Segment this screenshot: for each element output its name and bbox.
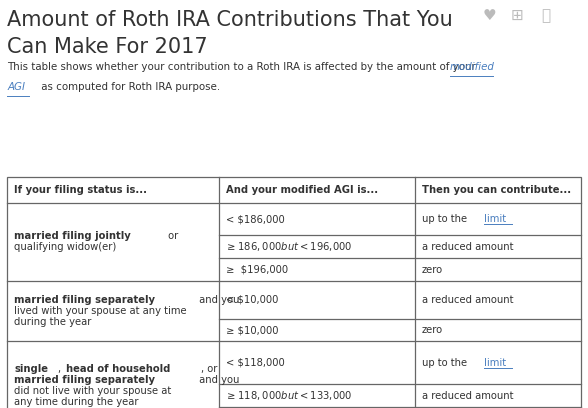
Text: a reduced amount: a reduced amount — [422, 391, 513, 401]
Text: as computed for Roth IRA purpose.: as computed for Roth IRA purpose. — [38, 82, 220, 93]
Text: up to the: up to the — [422, 214, 470, 224]
Text: modified: modified — [450, 62, 495, 72]
Text: < $186,000: < $186,000 — [226, 214, 285, 224]
Text: < $10,000: < $10,000 — [226, 295, 279, 305]
Text: AGI: AGI — [7, 82, 25, 93]
Text: lived with your spouse at any time: lived with your spouse at any time — [14, 306, 187, 316]
Text: did not live with your spouse at: did not live with your spouse at — [14, 386, 171, 396]
Text: This table shows whether your contribution to a Roth IRA is affected by the amou: This table shows whether your contributi… — [7, 62, 479, 72]
Text: ≥ $118,000 but < $133,000: ≥ $118,000 but < $133,000 — [226, 389, 353, 402]
Text: married filing jointly: married filing jointly — [14, 231, 131, 241]
Text: ,: , — [58, 364, 64, 374]
Text: , or: , or — [201, 364, 217, 374]
Text: and you: and you — [196, 295, 239, 305]
Text: limit: limit — [484, 358, 506, 368]
Text: head of household: head of household — [66, 364, 171, 374]
Text: single: single — [14, 364, 48, 374]
Text: And your modified AGI is...: And your modified AGI is... — [226, 185, 379, 195]
Text: < $118,000: < $118,000 — [226, 358, 285, 368]
Text: zero: zero — [422, 325, 443, 335]
Text: ≥ $186,000 but < $196,000: ≥ $186,000 but < $196,000 — [226, 240, 353, 253]
Text: zero: zero — [422, 265, 443, 275]
Text: If your filing status is...: If your filing status is... — [14, 185, 147, 195]
Text: Then you can contribute...: Then you can contribute... — [422, 185, 571, 195]
Text: ♥: ♥ — [482, 8, 496, 23]
Text: Can Make For 2017: Can Make For 2017 — [7, 37, 208, 57]
Text: a reduced amount: a reduced amount — [422, 295, 513, 305]
Text: qualifying widow(er): qualifying widow(er) — [14, 242, 116, 252]
Text: married filing separately: married filing separately — [14, 295, 155, 305]
Text: married filing separately: married filing separately — [14, 375, 155, 385]
Text: or: or — [165, 231, 178, 241]
Text: ⊞: ⊞ — [510, 8, 523, 23]
Text: ⎙: ⎙ — [541, 8, 550, 23]
Text: ≥  $196,000: ≥ $196,000 — [226, 265, 289, 275]
Text: Amount of Roth IRA Contributions That You: Amount of Roth IRA Contributions That Yo… — [7, 10, 453, 30]
Bar — [7, 177, 581, 408]
Text: during the year: during the year — [14, 317, 92, 327]
Text: limit: limit — [484, 214, 506, 224]
Text: a reduced amount: a reduced amount — [422, 242, 513, 252]
Text: any time during the year: any time during the year — [14, 397, 139, 407]
Text: and you: and you — [196, 375, 239, 385]
Text: up to the: up to the — [422, 358, 470, 368]
Text: ≥ $10,000: ≥ $10,000 — [226, 325, 279, 335]
